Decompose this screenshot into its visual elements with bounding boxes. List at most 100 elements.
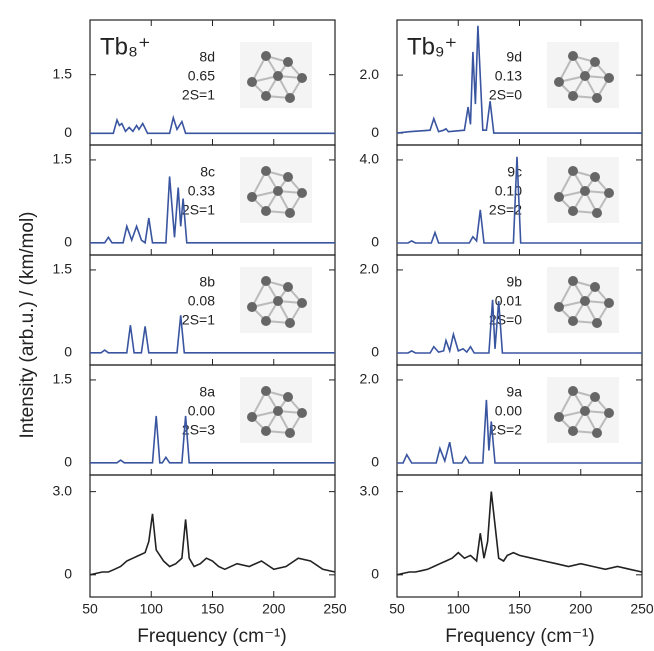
cluster-inset — [547, 377, 619, 443]
isomer-label: 9b — [506, 274, 522, 290]
cluster-title: Tb₈⁺ — [100, 33, 151, 60]
panel-frame — [396, 474, 643, 598]
inset-atom — [297, 298, 307, 308]
x-tick-label: 250 — [323, 601, 347, 617]
isomer-label: 2S=3 — [182, 422, 215, 438]
spectrum-line — [396, 491, 643, 576]
isomer-label: 0.33 — [188, 183, 215, 199]
y-tick-label: 0 — [371, 454, 379, 470]
spectrum-line — [397, 399, 642, 464]
inset-atom — [554, 192, 564, 202]
spectrum-line — [90, 315, 335, 354]
inset-atom — [261, 91, 271, 101]
y-tick-label: 0 — [371, 344, 379, 360]
inset-atom — [604, 188, 614, 198]
inset-atom — [590, 282, 600, 292]
inset-atom — [590, 172, 600, 182]
y-tick-label: 0 — [64, 234, 72, 250]
inset-atom — [273, 296, 283, 306]
cluster-inset — [547, 157, 619, 223]
inset-atom — [283, 282, 293, 292]
inset-atom — [592, 208, 602, 218]
x-tick-label: 250 — [630, 601, 654, 617]
inset-atom — [592, 428, 602, 438]
inset-atom — [554, 302, 564, 312]
inset-atom — [285, 428, 295, 438]
inset-atom — [297, 408, 307, 418]
y-tick-label: 0 — [371, 234, 379, 250]
inset-atom — [261, 206, 271, 216]
isomer-label: 2S=0 — [489, 87, 522, 103]
inset-atom — [285, 318, 295, 328]
isomer-label: 2S=1 — [182, 87, 215, 103]
spectrum-line — [397, 156, 642, 244]
isomer-label: 2S=1 — [182, 202, 215, 218]
x-tick-label: 100 — [140, 601, 164, 617]
spectrum-line — [90, 415, 335, 464]
inset-atom — [580, 296, 590, 306]
inset-atom — [273, 406, 283, 416]
inset-atom — [261, 386, 271, 396]
inset-atom — [590, 57, 600, 67]
isomer-label: 8c — [200, 164, 215, 180]
inset-atom — [247, 302, 257, 312]
y-tick-label: 1.5 — [53, 65, 73, 81]
inset-atom — [568, 276, 578, 286]
inset-atom — [580, 71, 590, 81]
spectrum-line — [90, 114, 335, 135]
inset-atom — [285, 208, 295, 218]
inset-atom — [261, 51, 271, 61]
inset-atom — [247, 192, 257, 202]
inset-atom — [568, 206, 578, 216]
y-tick-label: 2.0 — [360, 66, 380, 82]
x-tick-label: 50 — [82, 601, 98, 617]
inset-atom — [580, 406, 590, 416]
inset-atom — [592, 93, 602, 103]
isomer-label: 0.00 — [188, 403, 215, 419]
x-tick-label: 150 — [508, 601, 532, 617]
inset-atom — [273, 71, 283, 81]
inset-atom — [297, 188, 307, 198]
y-tick-label: 1.5 — [53, 371, 73, 387]
panel-frame — [89, 474, 336, 598]
inset-atom — [568, 91, 578, 101]
y-tick-label: 2.0 — [360, 371, 380, 387]
inset-atom — [247, 412, 257, 422]
spectrum-line — [397, 299, 642, 354]
x-tick-label: 200 — [569, 601, 593, 617]
isomer-label: 8d — [199, 49, 215, 65]
inset-atom — [568, 426, 578, 436]
inset-atom — [568, 386, 578, 396]
isomer-label: 0.01 — [495, 293, 522, 309]
spectrum-line — [90, 176, 335, 245]
y-tick-label: 0 — [64, 344, 72, 360]
inset-atom — [554, 412, 564, 422]
cluster-inset — [240, 377, 312, 443]
y-tick-label: 4.0 — [360, 151, 380, 167]
inset-atom — [604, 408, 614, 418]
inset-atom — [580, 186, 590, 196]
cluster-inset — [547, 42, 619, 108]
isomer-label: 8b — [199, 274, 215, 290]
cluster-inset — [240, 157, 312, 223]
isomer-label: 0.13 — [495, 68, 522, 84]
x-tick-label: 200 — [262, 601, 286, 617]
spectrum-line — [396, 25, 642, 134]
inset-atom — [283, 392, 293, 402]
isomer-label: 0.08 — [188, 293, 215, 309]
isomer-label: 2S=2 — [489, 202, 522, 218]
x-tick-label: 50 — [389, 601, 405, 617]
inset-atom — [568, 166, 578, 176]
inset-atom — [604, 298, 614, 308]
isomer-label: 9c — [507, 164, 522, 180]
inset-atom — [261, 316, 271, 326]
isomer-label: 9d — [506, 49, 522, 65]
isomer-label: 2S=1 — [182, 312, 215, 328]
cluster-inset — [240, 267, 312, 333]
x-tick-label: 150 — [201, 601, 225, 617]
cluster-inset — [240, 42, 312, 108]
y-tick-label: 0 — [371, 566, 379, 582]
y-tick-label: 1.5 — [53, 151, 73, 167]
cluster-title: Tb₉⁺ — [407, 33, 457, 60]
